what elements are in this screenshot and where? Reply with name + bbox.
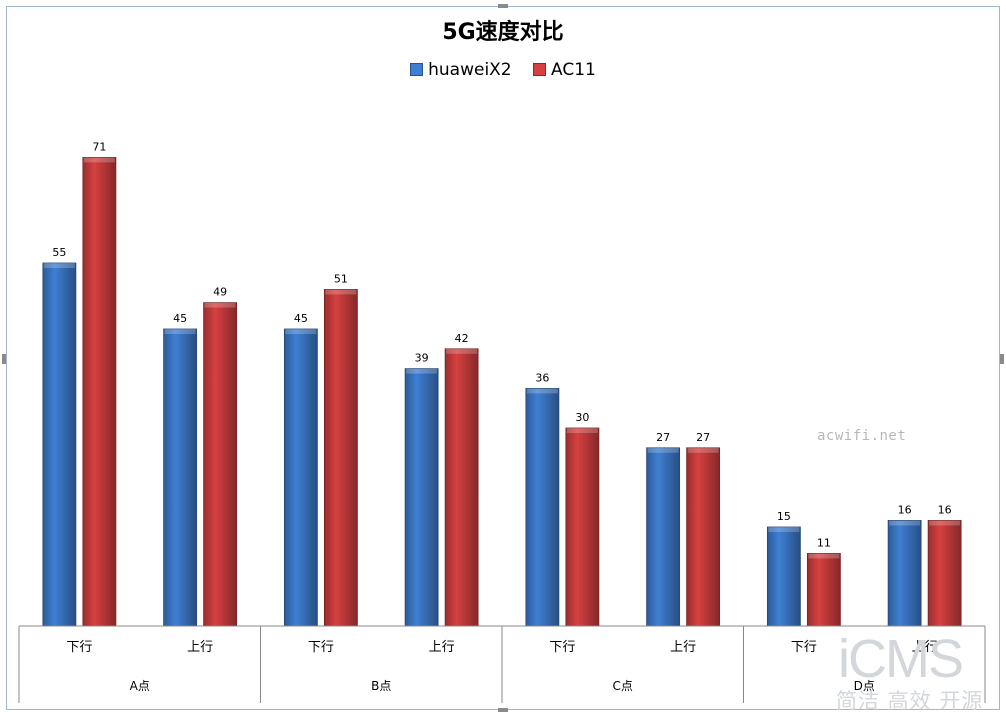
bar-top-highlight-1-7 (768, 527, 800, 532)
bar-top-highlight-1-5 (526, 388, 558, 394)
bar-2-2 (203, 302, 238, 627)
bar-top-highlight-1-3 (285, 329, 317, 334)
bar-2-4 (444, 348, 479, 627)
legend-label-series-2: AC11 (551, 60, 596, 80)
bar-top-highlight-2-2 (204, 302, 236, 308)
bar-1-6 (646, 447, 681, 627)
bar-1-1 (42, 262, 77, 627)
data-label-1-1: 55 (52, 246, 66, 259)
chart-title: 5G速度对比 (442, 20, 564, 45)
bar-1-5 (525, 387, 560, 627)
resize-handle-left[interactable] (2, 354, 6, 364)
x-tick-label-5: 下行 (549, 640, 575, 655)
data-label-1-4: 39 (415, 352, 429, 365)
bar-1-8 (887, 520, 922, 627)
resize-handle-bottom[interactable] (498, 708, 508, 712)
legend-item-series-2: AC11 (533, 60, 596, 80)
data-label-2-7: 11 (817, 536, 831, 549)
legend: huaweiX2 AC11 (0, 60, 1006, 80)
data-label-2-3: 51 (334, 272, 348, 285)
data-label-1-8: 16 (898, 503, 912, 516)
x-tick-label-2: 上行 (187, 640, 213, 655)
bar-top-highlight-2-6 (687, 447, 719, 453)
x-tick-label-4: 上行 (429, 640, 455, 655)
legend-swatch-series-1 (410, 63, 424, 76)
bar-2-5 (565, 427, 600, 627)
bar-top-highlight-2-7 (808, 553, 840, 559)
data-label-2-5: 30 (575, 411, 589, 424)
x-tick-label-8: 上行 (912, 640, 938, 655)
bar-top-highlight-1-1 (43, 263, 75, 268)
bar-top-highlight-1-2 (164, 329, 196, 334)
bar-top-highlight-2-3 (325, 289, 357, 295)
x-group-label-3: C点 (613, 679, 633, 693)
bar-1-3 (283, 328, 318, 627)
bar-1-2 (163, 328, 198, 627)
bar-2-1 (82, 156, 117, 627)
data-label-2-2: 49 (213, 286, 227, 299)
data-label-1-2: 45 (173, 312, 187, 325)
watermark-site-text: acwifi.net (817, 428, 907, 444)
x-tick-label-7: 下行 (791, 640, 817, 655)
x-group-label-2: B点 (371, 679, 391, 693)
bar-1-7 (766, 526, 801, 627)
data-label-1-6: 27 (656, 431, 670, 444)
bar-1-4 (404, 368, 439, 627)
resize-handle-top[interactable] (498, 4, 508, 8)
bar-top-highlight-2-5 (566, 428, 598, 433)
data-label-2-6: 27 (696, 431, 710, 444)
x-tick-label-1: 下行 (66, 640, 92, 655)
data-label-2-1: 71 (92, 140, 106, 153)
bar-2-8 (927, 520, 962, 627)
data-label-2-8: 16 (938, 503, 952, 516)
watermark-tagline: 简洁 高效 开源 (836, 689, 984, 713)
x-tick-label-3: 下行 (308, 640, 334, 655)
bar-top-highlight-1-4 (406, 368, 438, 374)
legend-item-series-1: huaweiX2 (410, 60, 512, 80)
legend-label-series-1: huaweiX2 (428, 60, 512, 80)
bar-2-3 (323, 288, 358, 627)
data-label-2-4: 42 (455, 332, 469, 345)
bar-top-highlight-1-8 (889, 520, 921, 526)
data-label-1-5: 36 (535, 371, 549, 384)
bar-top-highlight-1-6 (647, 447, 679, 453)
watermark-logo: iCMS (838, 629, 964, 689)
x-group-label-1: A点 (130, 679, 150, 693)
data-label-1-3: 45 (294, 312, 308, 325)
bar-top-highlight-2-8 (929, 520, 961, 526)
resize-handle-right[interactable] (1000, 354, 1004, 364)
x-tick-label-6: 上行 (670, 640, 696, 655)
data-label-1-7: 15 (777, 510, 791, 523)
legend-swatch-series-2 (533, 63, 547, 76)
bar-top-highlight-2-4 (446, 348, 478, 354)
bar-top-highlight-2-1 (83, 157, 115, 163)
x-group-label-4: D点 (854, 679, 875, 693)
bar-2-6 (686, 447, 721, 627)
bar-2-7 (806, 553, 841, 627)
